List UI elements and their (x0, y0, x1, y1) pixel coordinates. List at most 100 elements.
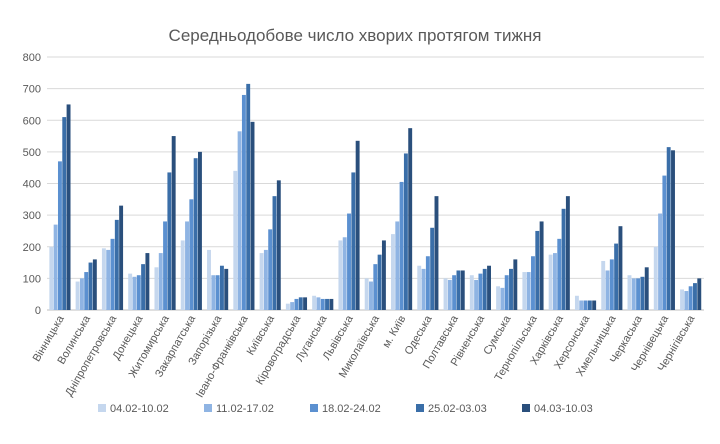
bar (241, 94, 246, 310)
bar (587, 300, 592, 310)
bar (535, 230, 540, 310)
bar (522, 272, 527, 310)
bar (447, 279, 452, 310)
bar (329, 298, 334, 310)
bar (671, 150, 675, 310)
bar (272, 196, 277, 310)
bar (136, 275, 141, 310)
bar (92, 259, 97, 310)
legend-label: 04.03-10.03 (534, 403, 593, 415)
bar (417, 265, 422, 310)
legend-item: 04.03-10.03 (522, 403, 593, 415)
bar (298, 297, 303, 310)
bar (294, 298, 299, 310)
bar (342, 237, 347, 310)
bar (579, 300, 584, 310)
bar (53, 224, 58, 310)
bar (49, 246, 54, 310)
bar (246, 83, 251, 310)
bar (399, 181, 404, 310)
bar (496, 286, 501, 310)
bar (504, 275, 509, 310)
bar (185, 221, 189, 310)
legend-item: 11.02-17.02 (204, 403, 274, 415)
legend-label: 18.02-24.02 (322, 403, 381, 415)
bar (552, 253, 557, 310)
y-tick-label: 100 (23, 273, 41, 285)
bar (158, 253, 163, 310)
bar (263, 249, 268, 310)
bar (640, 276, 645, 310)
bar (369, 281, 373, 310)
y-tick-label: 500 (23, 147, 41, 159)
legend-item: 25.02-03.03 (416, 403, 487, 415)
bar (425, 256, 430, 310)
bar (316, 297, 321, 310)
legend: 04.02-10.02 11.02-17.02 18.02-24.02 25.02-0… (98, 403, 593, 415)
y-tick-label: 800 (23, 52, 41, 64)
bar (421, 268, 426, 310)
bar (219, 265, 224, 310)
bar (285, 303, 290, 310)
bar (207, 249, 211, 310)
bar (312, 295, 317, 310)
bar (526, 272, 531, 310)
bar (658, 213, 663, 310)
bar (434, 196, 439, 310)
bar (259, 253, 264, 310)
x-tick-label: м. Київ (380, 313, 408, 350)
bar (618, 226, 623, 310)
bar (614, 243, 619, 310)
y-tick-label: 700 (23, 84, 41, 96)
bar (377, 254, 382, 310)
legend-label: 04.02-10.02 (110, 403, 169, 415)
y-tick-label: 400 (23, 179, 41, 191)
bar (500, 287, 505, 310)
series-3 (57, 94, 693, 310)
bar (452, 275, 457, 310)
legend-swatch (98, 404, 106, 412)
bar (557, 238, 562, 310)
legend-label: 25.02-03.03 (428, 403, 487, 415)
bar (469, 275, 474, 310)
bar (509, 268, 513, 310)
bar (688, 286, 693, 310)
bar (684, 291, 689, 310)
bar (84, 272, 89, 310)
bar (391, 234, 395, 310)
bar (132, 276, 137, 310)
bar (75, 281, 80, 310)
bar (403, 153, 408, 310)
bar (364, 278, 369, 310)
bar (154, 267, 159, 310)
x-axis-tick-labels: ВінницькаВолинськаДніпропетровськаДонець… (31, 313, 698, 400)
bar (110, 238, 115, 310)
bar (565, 196, 570, 310)
bar (163, 221, 168, 310)
legend-swatch (310, 404, 318, 412)
bar (583, 300, 588, 310)
y-axis-tick-labels: 0 100 200 300 400 500 600 700 800 (23, 52, 41, 317)
chart-title: Середньодобове число хворих протягом тиж… (169, 26, 542, 45)
bar (250, 121, 255, 310)
bar (408, 128, 413, 310)
bar (666, 147, 671, 310)
bar (211, 275, 216, 310)
bar (57, 161, 62, 310)
bar (662, 175, 667, 310)
bar (338, 240, 343, 310)
bar (128, 273, 133, 310)
bar (487, 265, 491, 310)
bar (605, 270, 610, 310)
y-tick-label: 0 (35, 305, 41, 317)
bar (62, 117, 67, 311)
bar (119, 205, 124, 310)
bar (276, 180, 281, 310)
bar-series (49, 83, 702, 311)
bar (351, 172, 356, 310)
bar (592, 300, 597, 310)
legend-label: 11.02-17.02 (216, 403, 274, 415)
bar (456, 270, 461, 310)
bar (290, 302, 295, 310)
